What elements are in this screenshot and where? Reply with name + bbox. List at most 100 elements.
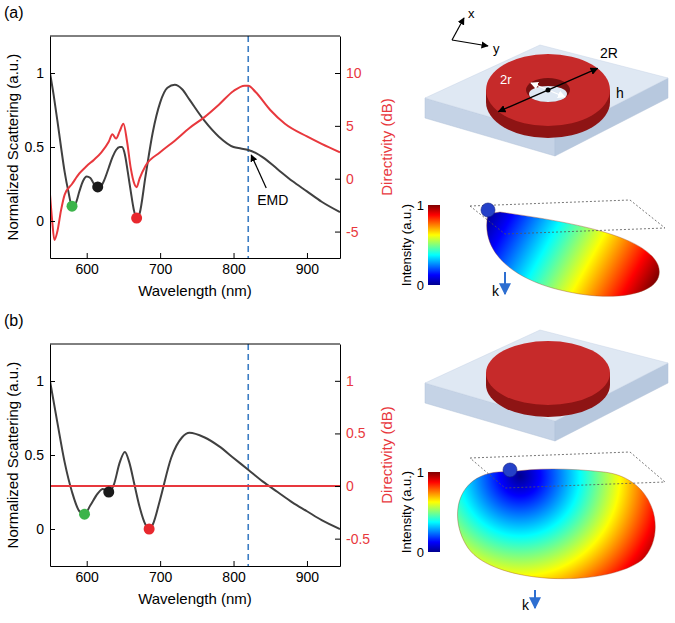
dimension-label: 2r [500, 72, 512, 87]
y2-axis: -0.5 0 0.5 1 [335, 345, 370, 567]
tick: 0 [36, 213, 55, 229]
colorbar-tick-label: 0 [417, 545, 424, 560]
tick: 0.5 [25, 139, 55, 155]
tick-label: 900 [296, 261, 320, 277]
wave-vector-label: k [492, 283, 500, 299]
tick: 0.5 [25, 447, 55, 463]
data-point [79, 509, 90, 520]
tick-mark [50, 147, 55, 148]
data-point [131, 213, 142, 224]
colorbar-title: Intensity (a.u.) [399, 204, 414, 286]
particle-top [486, 341, 610, 405]
tick-mark [50, 73, 55, 74]
tick-mark [234, 561, 235, 566]
x-axis: 600 700 800 900 [51, 561, 341, 585]
substrate-top [425, 45, 668, 136]
tick: 1 [36, 373, 55, 389]
tick-mark [335, 126, 340, 127]
tick-label: 0 [346, 478, 354, 494]
hole-floor [529, 86, 567, 102]
center-dot [546, 88, 551, 93]
frame [50, 36, 340, 37]
radiation-pattern [487, 212, 660, 296]
axis-label: x [468, 6, 475, 21]
tick-mark [160, 253, 161, 258]
particle-sphere [481, 203, 495, 217]
data-point [103, 487, 114, 498]
tick: 900 [296, 561, 320, 585]
data-point [67, 201, 78, 212]
tick-mark [87, 253, 88, 258]
coordinate-axis [452, 40, 488, 46]
coordinate-axis [452, 18, 464, 40]
tick: 0 [36, 521, 55, 537]
plot-area [50, 344, 340, 566]
tick-label: 700 [149, 569, 173, 585]
dimension-arrow [498, 68, 597, 111]
y-axis-title: Normalized Scattering (a.u.) [4, 362, 21, 549]
tick-label: 0.5 [346, 425, 366, 441]
wave-vector-arrow [534, 590, 536, 608]
tick-mark [87, 561, 88, 566]
tick-mark [335, 486, 340, 487]
tick-label: 0.5 [25, 447, 45, 463]
tick-label: 800 [222, 569, 246, 585]
illustration: k01Intensity (a.u.) [399, 330, 669, 613]
tick-mark [335, 73, 340, 74]
tick-mark [160, 561, 161, 566]
data-line [50, 381, 340, 529]
tick: 600 [76, 561, 100, 585]
tick-label: 10 [346, 65, 362, 81]
axis-line [340, 37, 341, 259]
data-line [50, 73, 340, 218]
y2-axis-title: Directivity (dB) [378, 406, 395, 504]
tick-label: 900 [296, 569, 320, 585]
tick: -5 [335, 224, 359, 240]
colorbar-tick-label: 0 [417, 278, 424, 293]
y-axis: 00.51 [25, 37, 55, 259]
tick-label: 0.5 [25, 139, 45, 155]
axis-line [51, 258, 341, 259]
tick-mark [335, 433, 340, 434]
tick: 1 [36, 65, 55, 81]
tick: 10 [335, 65, 362, 81]
tick-mark [307, 561, 308, 566]
data-point [144, 524, 155, 535]
x-axis-title: Wavelength (nm) [138, 590, 252, 607]
hole-wall [526, 78, 570, 102]
tick-label: 1 [36, 65, 44, 81]
colorbar-tick-label: 1 [417, 465, 424, 480]
tick-label: 0 [346, 171, 354, 187]
tick-label: 800 [222, 261, 246, 277]
colorbar [428, 205, 440, 285]
tick: 700 [149, 253, 173, 277]
tick-mark [50, 455, 55, 456]
tick: 900 [296, 253, 320, 277]
annotation-arrow [251, 155, 266, 188]
panel-label: (a) [4, 4, 24, 21]
tick-label: 1 [346, 373, 354, 389]
dimension-label: 2R [600, 45, 618, 61]
figure: 60070080090000.51-50510(a)Wavelength (nm… [0, 0, 675, 623]
tick-mark [50, 221, 55, 222]
data-point [92, 181, 103, 192]
particle-sphere [503, 463, 517, 477]
tick-label: -0.5 [346, 531, 370, 547]
axis-label: y [493, 41, 500, 56]
wave-vector-arrow [504, 272, 506, 294]
tick: 0.5 [335, 425, 366, 441]
tick-label: 600 [76, 569, 100, 585]
tick-mark [50, 381, 55, 382]
y2-axis-title: Directivity (dB) [378, 98, 395, 196]
reference-plane [470, 452, 665, 488]
particle-top [486, 54, 610, 126]
tick: 700 [149, 561, 173, 585]
x-axis: 600700800900 [51, 253, 341, 277]
tick: 0 [335, 478, 354, 494]
tick-label: 1 [36, 373, 44, 389]
x-axis-title: Wavelength (nm) [138, 282, 252, 299]
panel-label: (b) [4, 312, 24, 329]
axis-line [51, 566, 341, 567]
tick-mark [307, 253, 308, 258]
radiation-pattern [458, 469, 656, 579]
